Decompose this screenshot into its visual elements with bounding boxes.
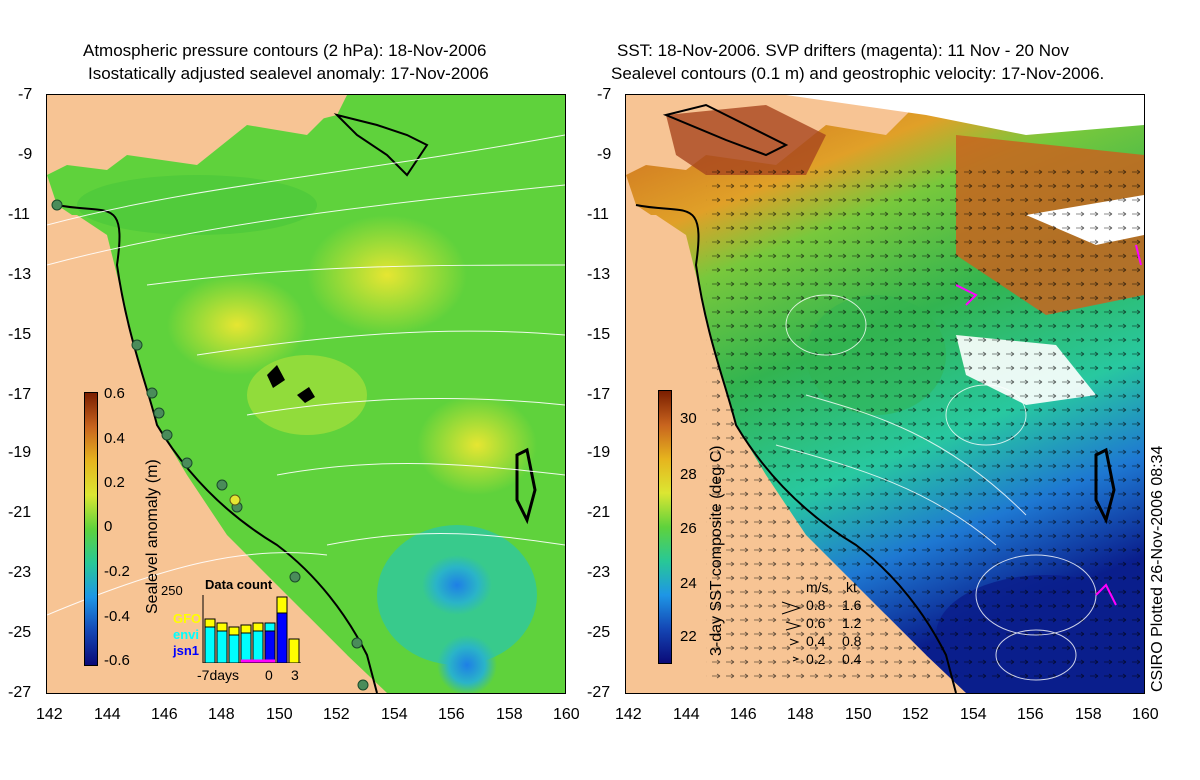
left-lat-tick: -23 — [8, 564, 32, 581]
velocity-legend-header-ms: m/s — [806, 579, 829, 595]
left-lat-tick: -25 — [8, 624, 32, 641]
right-lat-tick: -21 — [587, 504, 611, 521]
right-lat-tick: -15 — [587, 326, 611, 343]
sst-tick-2: 26 — [680, 520, 697, 537]
right-lat-tick: -11 — [587, 206, 609, 223]
left-lon-tick: 148 — [208, 706, 235, 723]
right-lon-tick: 156 — [1017, 706, 1044, 723]
left-lat-tick: -9 — [18, 146, 33, 163]
sst-tick-3: 24 — [680, 575, 697, 592]
sst-tick-4: 22 — [680, 628, 697, 645]
sla-colorbar-label: Sealevel anomaly (m) — [144, 459, 161, 614]
data-count-xlabel-zero: 0 — [265, 667, 273, 683]
histogram-bars — [204, 596, 300, 663]
sla-tick-0: 0.6 — [104, 385, 125, 402]
sst-colorbar-label: 3-day SST composite (deg C) — [708, 445, 725, 656]
left-lat-tick: -11 — [8, 206, 30, 223]
left-lat-tick: -7 — [18, 86, 33, 103]
sat-envi-label: envi — [173, 627, 200, 642]
sla-tick-1: 0.4 — [104, 430, 125, 447]
new-guinea-land — [177, 95, 347, 125]
left-lon-tick: 146 — [151, 706, 178, 723]
velocity-row-1-kt: 1.6 — [842, 597, 862, 613]
right-lon-tick: 144 — [673, 706, 700, 723]
data-count-histogram — [202, 595, 301, 663]
data-count-xlabel-start: -7days — [197, 667, 240, 683]
velocity-row-4-ms: 0.2 — [806, 651, 826, 667]
right-lat-tick: -19 — [587, 444, 611, 461]
velocity-row-2-ms: 0.6 — [806, 615, 826, 631]
sst-tick-0: 30 — [680, 410, 697, 427]
right-lat-tick: -9 — [597, 146, 612, 163]
left-lat-tick: -13 — [8, 266, 32, 283]
left-lon-tick: 144 — [94, 706, 121, 723]
sla-tick-3: 0 — [104, 518, 113, 535]
sat-jsn1-label: jsn1 — [173, 643, 200, 658]
right-lon-tick: 150 — [845, 706, 872, 723]
right-lat-tick: -25 — [587, 624, 611, 641]
velocity-legend-header-kt: kt — [846, 579, 857, 595]
right-lon-tick: 142 — [615, 706, 642, 723]
right-lon-tick: 158 — [1075, 706, 1102, 723]
sla-tick-4: -0.2 — [104, 563, 130, 580]
right-lon-tick: 154 — [960, 706, 987, 723]
australia-coast — [47, 215, 367, 693]
right-lat-tick: -27 — [587, 684, 611, 701]
left-lon-tick: 156 — [438, 706, 465, 723]
right-title-line1: SST: 18-Nov-2006. SVP drifters (magenta)… — [617, 41, 1069, 60]
left-lon-tick: 142 — [36, 706, 63, 723]
right-lon-tick: 160 — [1132, 706, 1159, 723]
right-lon-tick: 148 — [787, 706, 814, 723]
sealevel-anomaly-map — [47, 95, 565, 693]
sat-gfo-label: GFO — [173, 611, 202, 626]
left-lat-tick: -17 — [8, 386, 32, 403]
data-count-max: 250 — [161, 583, 183, 598]
left-title-line1: Atmospheric pressure contours (2 hPa): 1… — [83, 41, 487, 60]
sst-tick-1: 28 — [680, 466, 697, 483]
left-lat-tick: -27 — [8, 684, 32, 701]
left-lat-tick: -19 — [8, 444, 32, 461]
velocity-row-3-kt: 0.8 — [842, 633, 862, 649]
left-lon-tick: 158 — [496, 706, 523, 723]
velocity-row-1-ms: 0.8 — [806, 597, 826, 613]
right-lat-tick: -23 — [587, 564, 611, 581]
velocity-row-2-kt: 1.2 — [842, 615, 862, 631]
sla-colorbar — [84, 392, 98, 666]
right-map-panel: m/s kt 0.8 1.6 0.6 1.2 0.4 0.8 0.2 0.4 — [625, 94, 1145, 694]
right-lon-tick: 146 — [730, 706, 757, 723]
right-lat-tick: -17 — [587, 386, 611, 403]
left-lon-tick: 154 — [381, 706, 408, 723]
left-lon-tick: 152 — [323, 706, 350, 723]
left-lat-tick: -21 — [8, 504, 32, 521]
left-title-line2: Isostatically adjusted sealevel anomaly:… — [88, 64, 489, 83]
credit-text: CSIRO Plotted 26-Nov-2006 08:34 — [1149, 445, 1166, 692]
sst-colorbar — [658, 390, 672, 664]
sla-tick-6: -0.6 — [104, 652, 130, 669]
right-lat-tick: -13 — [587, 266, 611, 283]
velocity-row-3-ms: 0.4 — [806, 633, 826, 649]
right-lon-tick: 152 — [902, 706, 929, 723]
data-count-title: Data count — [205, 577, 273, 592]
data-count-xlabel-end: 3 — [291, 667, 299, 683]
left-lon-tick: 150 — [266, 706, 293, 723]
velocity-arrow-scale — [781, 601, 802, 662]
velocity-row-4-kt: 0.4 — [842, 651, 862, 667]
right-title-line2: Sealevel contours (0.1 m) and geostrophi… — [611, 64, 1105, 83]
sla-tick-5: -0.4 — [104, 608, 130, 625]
left-map-panel: Data count 250 GFO envi jsn1 -7days 0 3 — [46, 94, 566, 694]
left-lat-tick: -15 — [8, 326, 32, 343]
shelf-contour — [56, 204, 378, 693]
sla-tick-2: 0.2 — [104, 474, 125, 491]
right-lat-tick: -7 — [597, 86, 612, 103]
sst-map — [626, 95, 1144, 693]
left-lon-tick: 160 — [553, 706, 580, 723]
